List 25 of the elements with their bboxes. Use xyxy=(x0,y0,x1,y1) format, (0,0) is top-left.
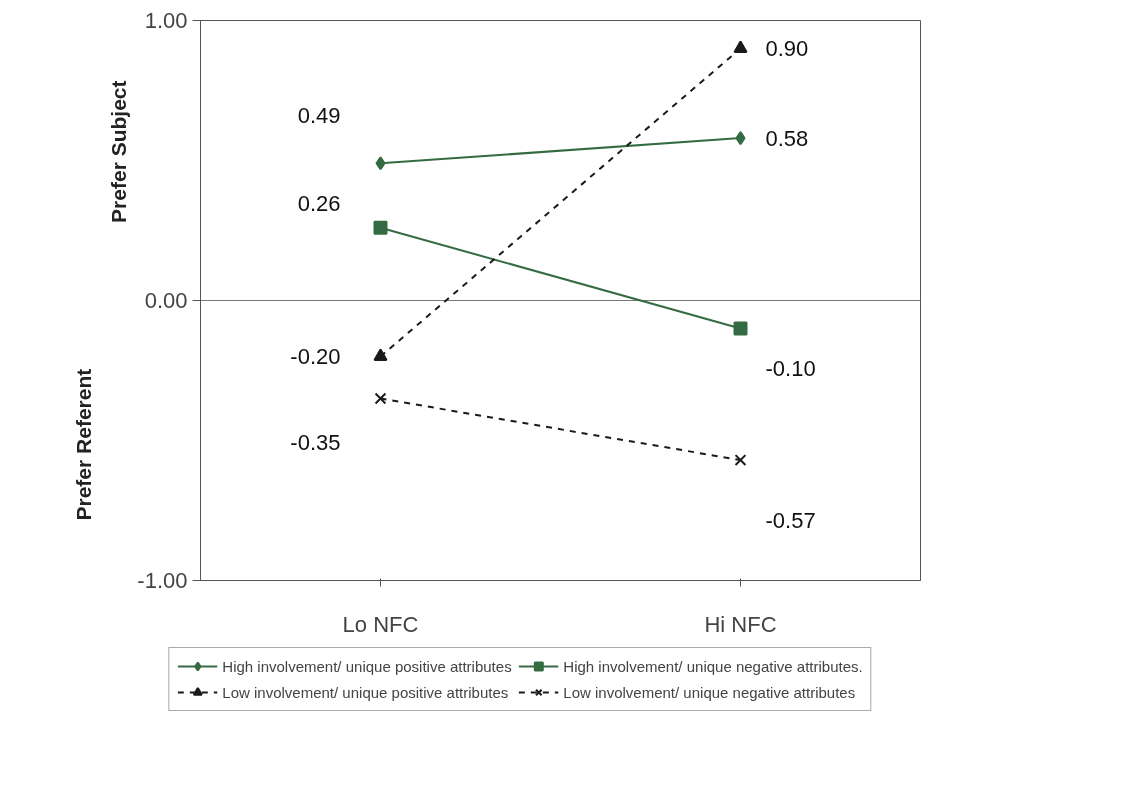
data-label: 0.58 xyxy=(765,125,809,151)
data-label: -0.20 xyxy=(290,344,341,369)
data-label: -0.57 xyxy=(765,507,816,533)
y-tick-label: 0.00 xyxy=(144,288,188,313)
legend-label: High involvement/ unique positive attributes xyxy=(222,657,513,675)
y-tick-label: 1.00 xyxy=(144,8,188,33)
data-label: 0.49 xyxy=(297,102,341,128)
y-tick-label: -1.00 xyxy=(137,568,188,593)
text: Prefer Subject xyxy=(106,80,130,223)
data-label: 0.26 xyxy=(297,191,341,217)
point xyxy=(374,392,387,405)
data-label: 0.90 xyxy=(765,36,809,61)
data-label: -0.35 xyxy=(290,430,341,455)
point xyxy=(735,131,746,146)
point xyxy=(734,454,747,467)
legend-label: High involvement/ unique negative attributes. xyxy=(563,657,863,675)
point xyxy=(373,220,388,235)
point xyxy=(733,321,748,336)
data-label: -0.10 xyxy=(765,356,816,381)
point xyxy=(375,156,386,171)
x-tick-label: Lo NFC xyxy=(342,611,419,637)
legend-label: Low involvement/ unique negative attributes xyxy=(563,683,856,701)
legend-label: Low involvement/ unique positive attributes xyxy=(222,683,510,701)
text: Prefer Referent xyxy=(71,368,95,521)
x-tick-label: Hi NFC xyxy=(704,611,777,637)
